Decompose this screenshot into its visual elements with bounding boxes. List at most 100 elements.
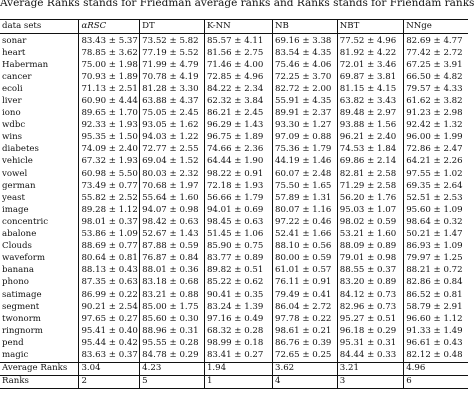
header-nbt: NBT xyxy=(337,19,405,34)
accuracy-cell: 93.30 ± 1.27 xyxy=(272,119,338,132)
accuracy-cell: 72.18 ± 1.93 xyxy=(204,180,274,193)
header-alpha-rsc: αRSC xyxy=(78,19,141,34)
accuracy-cell: 82.12 ± 0.48 xyxy=(406,349,463,360)
table-row: liver 60.90 ± 4.44 63.88 ± 4.37 62.32 ± 3.8… xyxy=(0,95,468,108)
dataset-name-cell: german xyxy=(0,180,80,193)
accuracy-cell: 70.68 ± 1.97 xyxy=(139,180,205,193)
dataset-name-cell: satimage xyxy=(0,288,80,302)
accuracy-cell: 84.44 ± 0.33 xyxy=(337,349,405,363)
dataset-name-cell: vowel xyxy=(0,168,80,181)
accuracy-cell: 88.13 ± 0.43 xyxy=(78,264,141,277)
accuracy-cell: 97.78 ± 0.22 xyxy=(272,313,338,326)
accuracy-cell: 85.22 ± 0.62 xyxy=(204,276,274,289)
accuracy-cell: 52.67 ± 1.43 xyxy=(139,228,205,241)
accuracy-cell: 84.12 ± 0.73 xyxy=(337,288,405,302)
accuracy-cell: 83.24 ± 1.39 xyxy=(204,301,274,314)
table-row: wdbc 92.33 ± 1.93 93.05 ± 1.62 96.29 ± 1.43… xyxy=(0,119,468,132)
accuracy-cell: 93.88 ± 1.56 xyxy=(337,119,405,132)
accuracy-cell: 98.64 ± 0.32 xyxy=(406,216,463,227)
accuracy-cell: 72.01 ± 3.46 xyxy=(337,59,405,72)
accuracy-cell: 86.52 ± 0.81 xyxy=(406,289,463,300)
table-row: wins 95.35 ± 1.50 94.03 ± 1.22 96.75 ± 1.89… xyxy=(0,131,468,144)
dataset-name-cell: yeast xyxy=(0,192,80,205)
accuracy-cell: 57.89 ± 1.31 xyxy=(272,192,338,205)
table-row: ecoli 71.13 ± 2.51 81.28 ± 3.30 84.22 ± 2.3… xyxy=(0,83,468,96)
accuracy-cell: 90.21 ± 2.54 xyxy=(78,301,141,314)
accuracy-cell: 83.18 ± 0.68 xyxy=(139,276,205,289)
accuracy-cell: 79.49 ± 0.41 xyxy=(272,288,338,302)
average-ranks-label: Average Ranks xyxy=(0,361,80,376)
accuracy-cell: 79.01 ± 0.98 xyxy=(337,252,405,265)
accuracy-cell: 61.01 ± 0.57 xyxy=(272,264,338,277)
dataset-name-cell: cancer xyxy=(0,71,80,84)
header-nnge: NNge xyxy=(403,19,468,34)
accuracy-cell: 98.99 ± 0.18 xyxy=(204,337,274,350)
table-row: vehicle 67.32 ± 1.93 69.04 ± 1.52 64.44 ± 1… xyxy=(0,155,468,169)
accuracy-cell: 60.90 ± 4.44 xyxy=(78,95,141,108)
average-rank-cell: 3.21 xyxy=(337,361,405,376)
dataset-name-cell: phono xyxy=(0,276,80,289)
accuracy-cell: 94.03 ± 1.22 xyxy=(139,131,205,144)
accuracy-cell: 88.09 ± 0.89 xyxy=(337,240,405,253)
accuracy-cell: 53.86 ± 1.09 xyxy=(78,228,141,241)
accuracy-cell: 88.55 ± 0.37 xyxy=(337,264,405,277)
accuracy-cell: 64.44 ± 1.90 xyxy=(204,155,274,169)
accuracy-cell: 69.35 ± 2.64 xyxy=(406,180,463,191)
accuracy-cell: 97.55 ± 1.02 xyxy=(406,168,463,179)
accuracy-cell: 80.03 ± 2.32 xyxy=(139,168,205,181)
dataset-name-cell: vehicle xyxy=(0,155,80,169)
accuracy-cell: 81.15 ± 4.15 xyxy=(337,83,405,96)
average-ranks-row: Average Ranks 3.04 4.23 1.94 3.62 3.21 4… xyxy=(0,361,468,376)
accuracy-cell: 81.56 ± 2.75 xyxy=(204,47,274,60)
accuracy-cell: 85.00 ± 1.75 xyxy=(139,301,205,314)
table-row: abalone 53.86 ± 1.09 52.67 ± 1.43 51.45 ± 1… xyxy=(0,228,468,241)
accuracy-cell: 62.32 ± 3.84 xyxy=(204,95,274,108)
rank-cell: 2 xyxy=(78,374,141,389)
accuracy-cell: 85.90 ± 0.75 xyxy=(204,240,274,253)
accuracy-cell: 88.10 ± 0.56 xyxy=(272,240,338,253)
accuracy-cell: 74.53 ± 1.84 xyxy=(337,143,405,156)
accuracy-cell: 72.85 ± 4.96 xyxy=(204,71,274,84)
accuracy-cell: 80.00 ± 0.59 xyxy=(272,252,338,265)
accuracy-cell: 89.82 ± 0.51 xyxy=(204,264,274,277)
table-row: diabetes 74.09 ± 2.40 72.77 ± 2.55 74.66 ± … xyxy=(0,143,468,156)
accuracy-cell: 83.43 ± 5.37 xyxy=(78,33,141,48)
accuracy-cell: 98.61 ± 0.21 xyxy=(272,325,338,338)
accuracy-cell: 92.42 ± 1.32 xyxy=(406,120,463,131)
accuracy-cell: 95.41 ± 0.40 xyxy=(78,325,141,338)
dataset-name-cell: heart xyxy=(0,47,80,60)
accuracy-cell: 80.64 ± 0.81 xyxy=(78,252,141,265)
accuracy-cell: 96.29 ± 1.43 xyxy=(204,119,274,132)
table-row: heart 78.85 ± 3.62 77.19 ± 5.52 81.56 ± 2.7… xyxy=(0,47,468,60)
accuracy-cell: 82.69 ± 4.77 xyxy=(406,35,463,46)
header-dt: DT xyxy=(139,19,205,34)
accuracy-cell: 91.33 ± 1.49 xyxy=(406,325,463,336)
accuracy-cell: 94.01 ± 0.69 xyxy=(204,204,274,217)
accuracy-cell: 95.44 ± 0.42 xyxy=(78,337,141,350)
accuracy-cell: 75.00 ± 1.98 xyxy=(78,59,141,72)
accuracy-cell: 52.41 ± 1.66 xyxy=(272,228,338,241)
accuracy-cell: 69.04 ± 1.52 xyxy=(139,155,205,169)
accuracy-cell: 95.31 ± 0.31 xyxy=(337,337,405,350)
dataset-name-cell: abalone xyxy=(0,228,80,241)
accuracy-cell: 98.01 ± 0.37 xyxy=(78,216,141,229)
table-row: german 73.49 ± 0.77 70.68 ± 1.97 72.18 ± 1.… xyxy=(0,180,468,193)
accuracy-cell: 72.86 ± 2.47 xyxy=(406,144,463,155)
accuracy-cell: 95.27 ± 0.51 xyxy=(337,313,405,326)
accuracy-cell: 86.04 ± 2.72 xyxy=(272,301,338,314)
dataset-name-cell: magic xyxy=(0,349,80,363)
accuracy-cell: 96.18 ± 0.29 xyxy=(337,325,405,338)
accuracy-cell: 95.35 ± 1.50 xyxy=(78,131,141,144)
accuracy-cell: 76.11 ± 0.91 xyxy=(272,276,338,289)
dataset-name-cell: waveform xyxy=(0,252,80,265)
accuracy-cell: 84.78 ± 0.29 xyxy=(139,349,205,363)
accuracy-cell: 51.45 ± 1.06 xyxy=(204,228,274,241)
accuracy-cell: 81.28 ± 3.30 xyxy=(139,83,205,96)
accuracy-cell: 77.52 ± 4.96 xyxy=(337,33,405,48)
rank-cell: 6 xyxy=(403,374,468,389)
header-nb: NB xyxy=(272,19,338,34)
table-row: satimage 86.99 ± 0.22 83.21 ± 0.88 90.41 ± … xyxy=(0,288,468,302)
table-row: yeast 55.82 ± 2.52 55.64 ± 1.60 56.66 ± 1.7… xyxy=(0,192,468,205)
header-knn: K-NN xyxy=(204,19,274,34)
